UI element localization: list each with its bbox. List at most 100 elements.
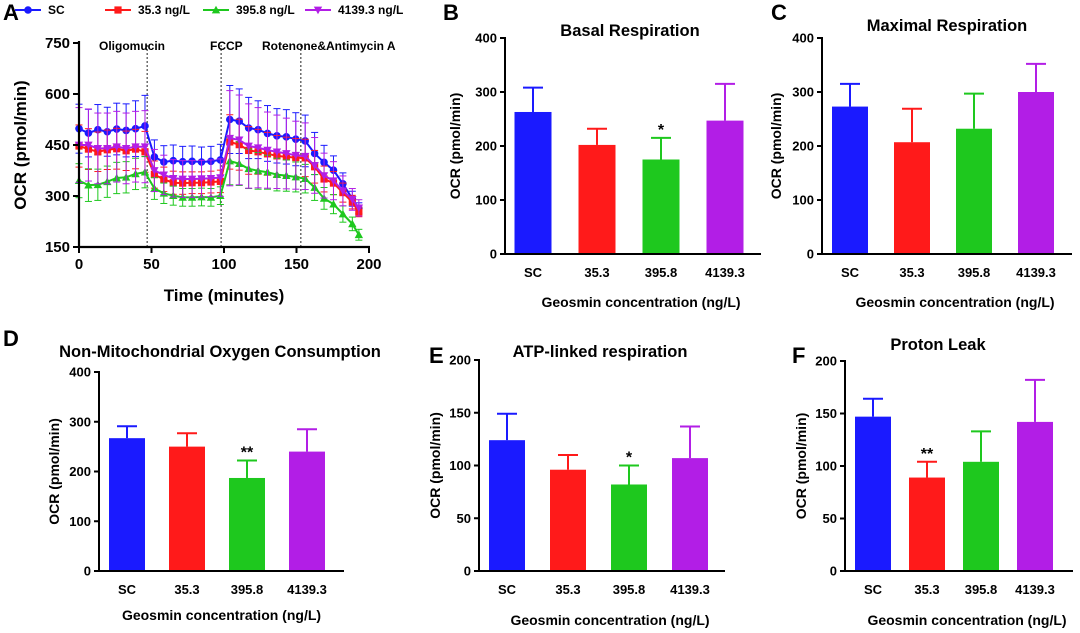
y-axis-title: OCR (pmol/min) xyxy=(793,413,809,520)
x-tick-label-4139.3: 4139.3 xyxy=(670,582,710,597)
data-point xyxy=(169,174,178,183)
bar-4139.3 xyxy=(1017,421,1053,571)
y-tick-label: 0 xyxy=(830,564,837,579)
data-point xyxy=(244,142,253,151)
panel-f-letter: F xyxy=(792,343,805,368)
panel-c: C Maximal Respiration SC 35.3 395.8 4139.3 0 10… xyxy=(768,0,1072,310)
y-tick-label: 150 xyxy=(815,406,837,421)
data-point xyxy=(253,144,263,152)
x-tick-label-395.8: 395.8 xyxy=(613,582,646,597)
x-tick-label: 50 xyxy=(143,256,160,273)
y-tick-label: 0 xyxy=(84,564,91,579)
panel-d-title: Non-Mitochondrial Oxygen Consumption xyxy=(59,343,381,361)
bar-395.8 xyxy=(229,477,265,571)
x-tick-label-35.3: 35.3 xyxy=(914,582,939,597)
bar-4139.3 xyxy=(1018,92,1054,254)
y-axis-title: OCR (pmol/min) xyxy=(447,93,463,200)
x-tick-label-35.3: 35.3 xyxy=(899,265,924,280)
data-point xyxy=(348,219,357,228)
significance-label: * xyxy=(658,122,665,139)
x-tick-label-SC: SC xyxy=(841,265,860,280)
x-tick-label-SC: SC xyxy=(118,582,137,597)
legend-marker-SC xyxy=(24,6,32,14)
x-tick-label-395.8: 395.8 xyxy=(645,265,678,280)
y-axis-title: OCR (pmol/min) xyxy=(427,412,443,519)
x-tick-label-SC: SC xyxy=(498,582,517,597)
data-point xyxy=(225,134,234,143)
x-tick-label: 150 xyxy=(284,256,309,273)
y-tick-label: 100 xyxy=(475,193,497,208)
injection-label: FCCP xyxy=(210,39,243,53)
x-tick-label-4139.3: 4139.3 xyxy=(1015,582,1055,597)
x-tick-label-395.8: 395.8 xyxy=(958,265,991,280)
panel-d: D Non-Mitochondrial Oxygen Consumption SC 3… xyxy=(3,326,381,623)
y-tick-label: 400 xyxy=(792,31,814,46)
legend-label-35.3: 35.3 ng/L xyxy=(138,3,190,17)
data-point xyxy=(282,150,291,158)
significance-label: ** xyxy=(241,445,254,462)
legend-label-SC: SC xyxy=(48,3,65,17)
x-tick-label-35.3: 35.3 xyxy=(584,265,609,280)
bar-4139.3 xyxy=(706,120,744,255)
x-tick-label: 200 xyxy=(356,256,381,273)
legend-marker-35.3 xyxy=(114,6,122,14)
data-point xyxy=(140,143,150,151)
panel-a-letter: A xyxy=(3,0,19,25)
panel-b-letter: B xyxy=(443,0,459,25)
bar-35.3 xyxy=(169,446,205,571)
y-axis-title: OCR (pmol/min) xyxy=(768,93,784,200)
panel-e-letter: E xyxy=(429,343,444,368)
bar-SC xyxy=(109,438,145,571)
data-point xyxy=(178,175,187,184)
data-point xyxy=(338,209,348,218)
x-axis-title: Geosmin concentration (ng/L) xyxy=(122,607,321,623)
significance-label: * xyxy=(626,450,633,467)
panel-c-title: Maximal Respiration xyxy=(867,17,1027,35)
significance-label: ** xyxy=(921,446,934,463)
x-tick-label-4139.3: 4139.3 xyxy=(1016,265,1056,280)
data-point xyxy=(291,151,300,160)
data-point xyxy=(93,180,103,189)
data-point xyxy=(121,145,131,153)
data-point xyxy=(235,136,244,145)
y-tick-label: 100 xyxy=(449,458,471,473)
data-point xyxy=(354,230,364,239)
data-point xyxy=(150,167,159,175)
data-point xyxy=(310,162,319,170)
bar-SC xyxy=(489,440,525,571)
y-tick-label: 400 xyxy=(69,365,91,380)
y-tick-label: 750 xyxy=(45,35,70,52)
data-point xyxy=(338,187,348,196)
panel-f-title: Proton Leak xyxy=(890,336,986,354)
data-point xyxy=(159,171,169,180)
data-point xyxy=(272,148,282,156)
data-point xyxy=(84,180,93,189)
x-tick-label-4139.3: 4139.3 xyxy=(705,265,745,280)
y-axis-title: OCR (pmol/min) xyxy=(46,418,62,525)
x-tick-label: 100 xyxy=(211,256,236,273)
y-tick-label: 200 xyxy=(475,139,497,154)
bar-395.8 xyxy=(642,159,680,254)
y-tick-label: 100 xyxy=(69,514,91,529)
bar-395.8 xyxy=(956,128,992,254)
y-tick-label: 50 xyxy=(823,511,837,526)
y-tick-label: 100 xyxy=(792,193,814,208)
x-axis-title: Time (minutes) xyxy=(164,286,285,305)
y-tick-label: 200 xyxy=(449,353,471,368)
x-axis-title: Geosmin concentration (ng/L) xyxy=(541,294,740,310)
y-tick-label: 200 xyxy=(815,354,837,369)
panel-a: A SC 35.3 ng/L 395.8 ng/L 4139.3 ng/L Oligomu… xyxy=(3,0,403,305)
y-tick-label: 450 xyxy=(45,137,70,154)
series-395.8 xyxy=(74,136,364,241)
x-tick-label-4139.3: 4139.3 xyxy=(287,582,327,597)
y-tick-label: 300 xyxy=(792,85,814,100)
x-axis-title: Geosmin concentration (ng/L) xyxy=(510,612,709,628)
x-tick-label-SC: SC xyxy=(524,265,543,280)
y-tick-label: 300 xyxy=(475,85,497,100)
data-point xyxy=(216,174,225,182)
data-point xyxy=(93,145,103,153)
panel-b: B Basal Respiration SC 35.3 * 395.8 4139.3 0 100… xyxy=(443,0,761,310)
x-axis-title: Geosmin concentration (ng/L) xyxy=(855,294,1054,310)
y-tick-label: 300 xyxy=(45,188,70,205)
